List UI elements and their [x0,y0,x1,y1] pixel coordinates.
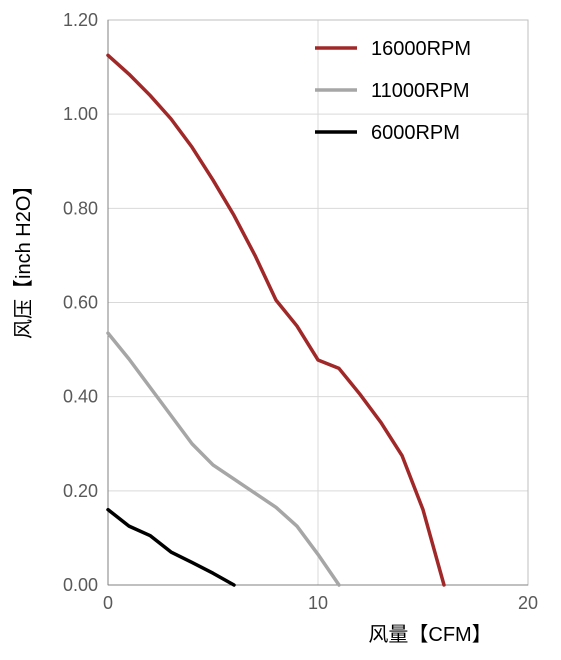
x-axis-title: 风量【CFM】 [368,624,491,646]
y-tick-label: 0.60 [63,293,98,313]
y-tick-label: 0.80 [63,198,98,218]
legend-label-1: 11000RPM [371,80,470,102]
x-tick-label: 10 [308,593,328,613]
x-tick-label: 20 [518,593,538,613]
y-tick-label: 0.40 [63,387,98,407]
legend-label-2: 6000RPM [371,122,460,144]
y-tick-label: 0.20 [63,481,98,501]
y-axis-title: 风压【inch H2O】 [13,176,35,339]
legend-label-0: 16000RPM [371,38,471,60]
y-tick-label: 0.00 [63,575,98,595]
fan-curve-chart: 0 10 20 0.00 0.20 0.40 0.60 0.80 1.00 1.20 16000RP… [0,0,561,660]
y-tick-label: 1.00 [63,104,98,124]
x-tick-label: 0 [103,593,113,613]
chart-svg: 0 10 20 0.00 0.20 0.40 0.60 0.80 1.00 1.20 16000RP… [0,0,561,660]
y-tick-label: 1.20 [63,10,98,30]
